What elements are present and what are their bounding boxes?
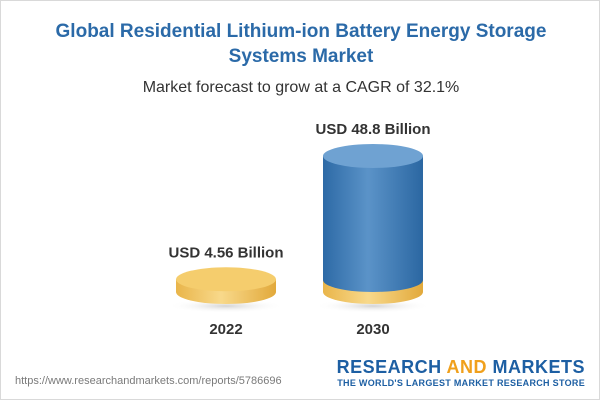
brand-name: RESEARCH AND MARKETS bbox=[337, 357, 585, 377]
data-label: USD 4.56 Billion bbox=[168, 244, 283, 261]
x-tick-label: 2022 bbox=[209, 321, 242, 338]
x-tick-label: 2030 bbox=[356, 321, 389, 338]
bar-body bbox=[323, 156, 423, 292]
chart-subtitle: Market forecast to grow at a CAGR of 32.… bbox=[142, 79, 460, 96]
data-label: USD 48.8 Billion bbox=[315, 121, 430, 138]
brand-word-research: RESEARCH bbox=[336, 357, 442, 377]
brand-word-markets: MARKETS bbox=[492, 357, 585, 377]
bar-shadow bbox=[168, 299, 284, 313]
bar-top bbox=[323, 144, 423, 168]
bar-cylinder-2022: USD 4.56 Billion 2022 bbox=[168, 244, 284, 338]
brand-tagline: THE WORLD'S LARGEST MARKET RESEARCH STOR… bbox=[337, 378, 585, 388]
brand-logo: RESEARCH AND MARKETS THE WORLD'S LARGEST… bbox=[337, 357, 585, 388]
source-url[interactable]: https://www.researchandmarkets.com/repor… bbox=[15, 375, 282, 387]
chart-title: Global Residential Lithium-ion Battery E… bbox=[55, 21, 547, 67]
bar-cylinder-2030: USD 48.8 Billion 2030 bbox=[315, 121, 431, 338]
bar-shadow bbox=[315, 299, 431, 313]
brand-word-and: AND bbox=[446, 357, 487, 377]
bar-top bbox=[176, 267, 276, 292]
